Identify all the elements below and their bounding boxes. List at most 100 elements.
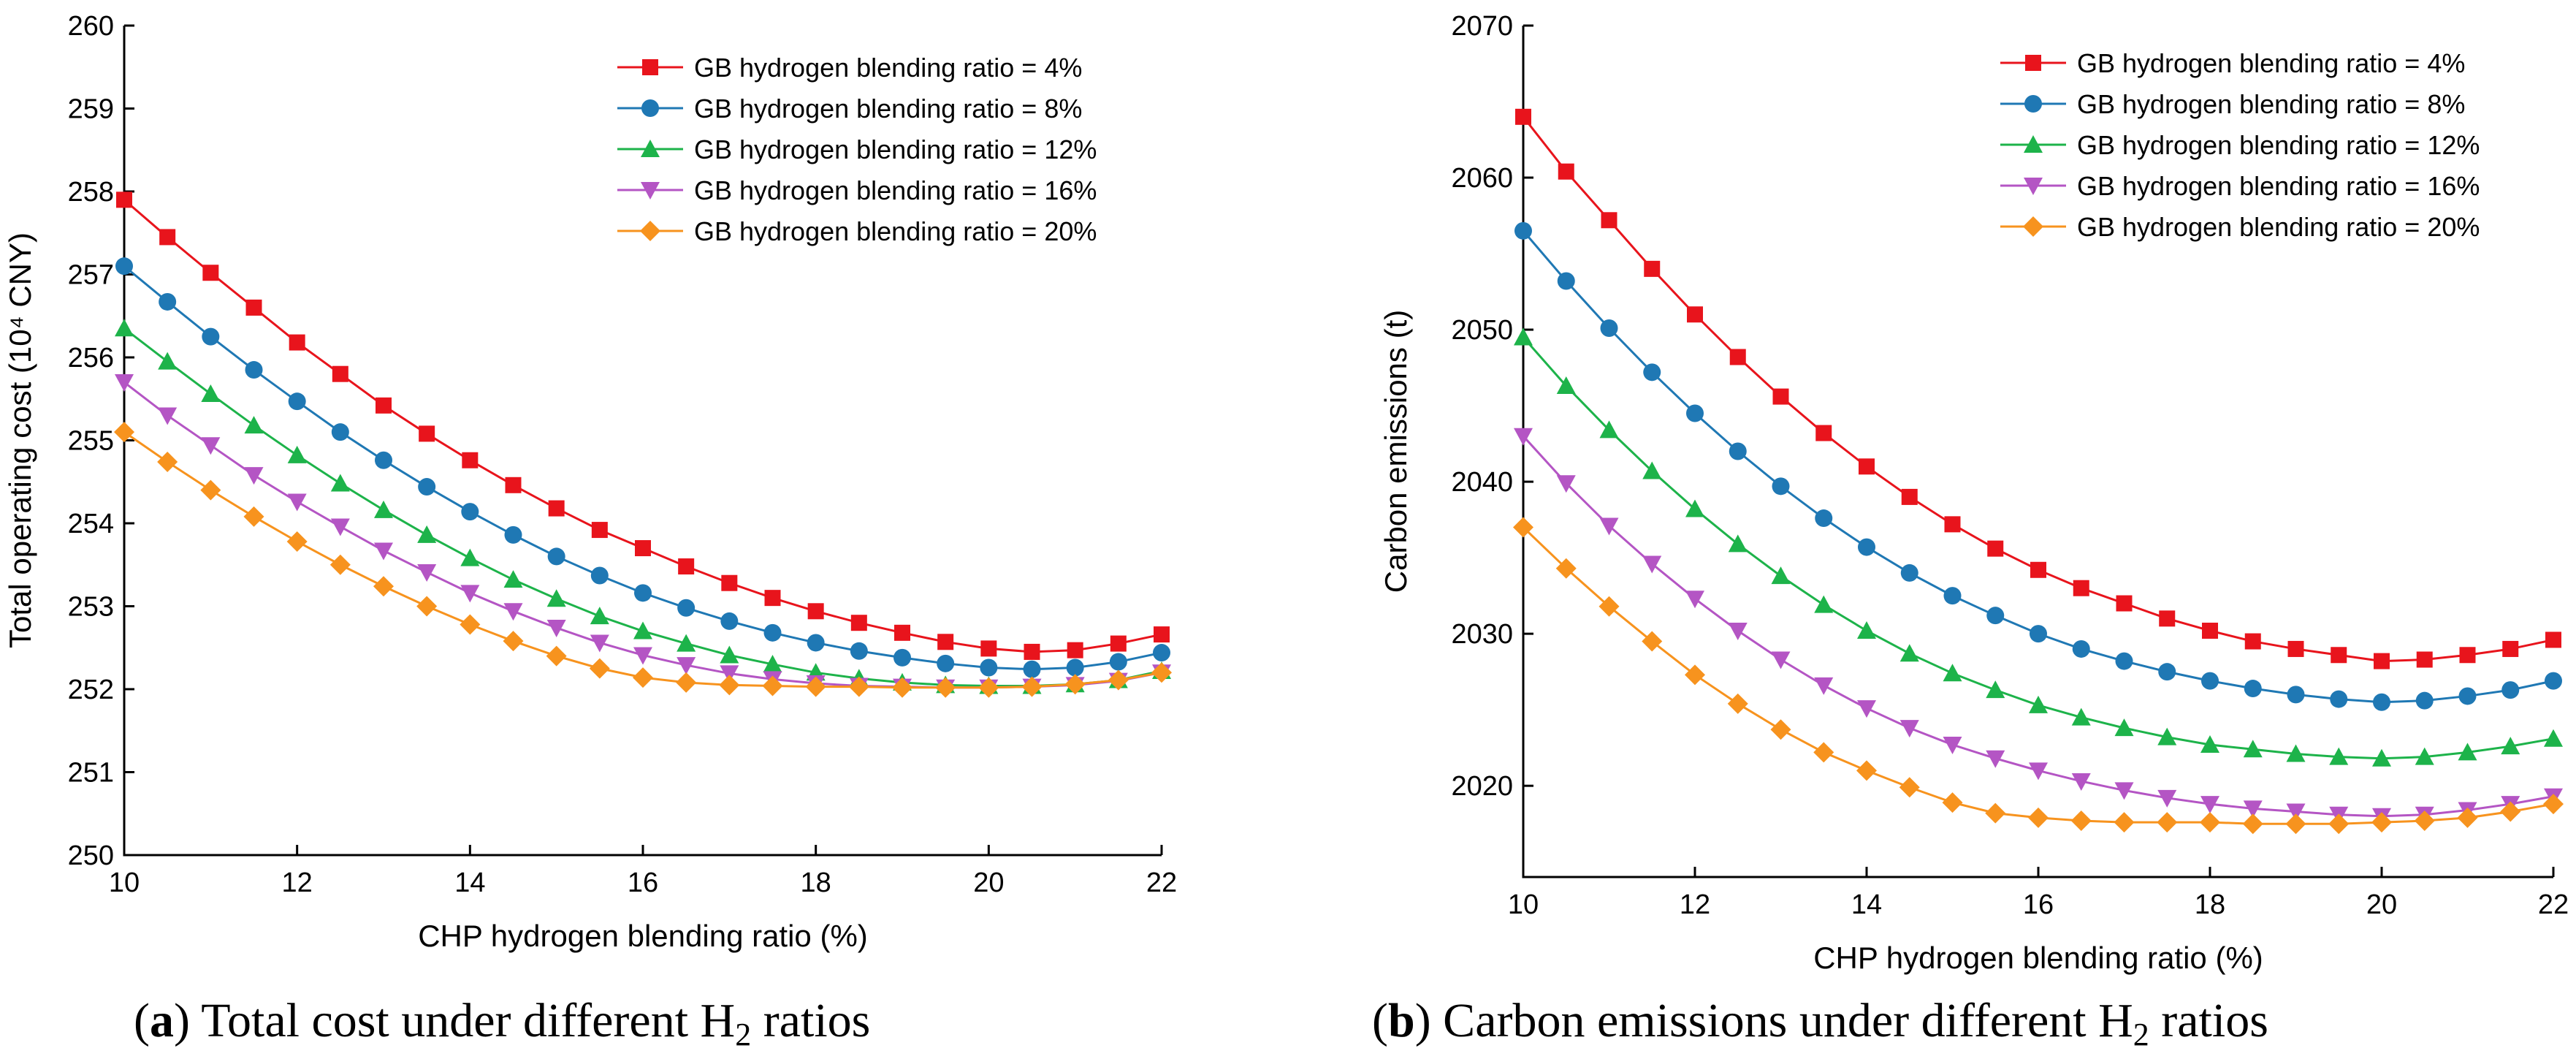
x-tick-label: 16 bbox=[2023, 889, 2054, 920]
data-point bbox=[2501, 681, 2520, 699]
data-point bbox=[2500, 801, 2521, 822]
data-point bbox=[1599, 420, 1619, 439]
data-point bbox=[289, 334, 305, 351]
legend-entry: GB hydrogen blending ratio = 16% bbox=[694, 175, 1097, 205]
legend-marker bbox=[2025, 55, 2041, 71]
legend-entry: GB hydrogen blending ratio = 20% bbox=[694, 216, 1097, 246]
data-point bbox=[1856, 760, 1877, 781]
data-point bbox=[2200, 812, 2220, 833]
data-point bbox=[2543, 794, 2564, 815]
data-point bbox=[159, 292, 177, 311]
data-point bbox=[287, 493, 307, 512]
data-point bbox=[2158, 663, 2176, 681]
x-axis-title: CHP hydrogen blending ratio (%) bbox=[418, 919, 868, 953]
data-point bbox=[1943, 737, 1962, 755]
data-point bbox=[1557, 272, 1575, 290]
data-point bbox=[1556, 376, 1576, 395]
data-point bbox=[286, 531, 308, 552]
data-point bbox=[2071, 773, 2091, 791]
data-point bbox=[376, 397, 392, 414]
data-point bbox=[2457, 807, 2478, 828]
data-point bbox=[1772, 477, 1790, 496]
data-point bbox=[547, 547, 565, 566]
data-point bbox=[2331, 647, 2347, 664]
data-point bbox=[2286, 744, 2306, 762]
data-point bbox=[1986, 680, 2005, 699]
series-5 bbox=[114, 422, 1172, 698]
data-point bbox=[1642, 631, 1663, 652]
data-point bbox=[678, 558, 695, 575]
data-point bbox=[2116, 595, 2133, 612]
data-point bbox=[1515, 108, 1531, 125]
y-tick-label: 2050 bbox=[1451, 315, 1513, 346]
data-point bbox=[2159, 610, 2176, 627]
series-line bbox=[123, 199, 1162, 653]
y-tick-label: 253 bbox=[68, 592, 114, 623]
data-point bbox=[1558, 163, 1574, 180]
data-point bbox=[1899, 777, 1920, 798]
data-point bbox=[2114, 782, 2134, 800]
data-point bbox=[460, 548, 480, 566]
data-point bbox=[1110, 635, 1127, 652]
data-point bbox=[157, 452, 178, 473]
data-point bbox=[1154, 626, 1170, 643]
data-point bbox=[2415, 691, 2434, 710]
data-point bbox=[805, 676, 826, 697]
x-tick-label: 10 bbox=[109, 868, 140, 898]
data-point bbox=[978, 677, 999, 698]
data-point bbox=[1685, 591, 1704, 609]
y-tick-label: 255 bbox=[68, 426, 114, 457]
data-point bbox=[461, 503, 479, 521]
data-point bbox=[1064, 674, 1086, 695]
data-point bbox=[2200, 796, 2219, 814]
panel-b-carbon-emissions: 10 12 14 16 18 20 22 2020 2030 2040 2050 2060 2070 CH… bbox=[1372, 11, 2569, 1052]
x-tick-label: 12 bbox=[1680, 889, 1710, 920]
data-point bbox=[590, 634, 609, 653]
data-point bbox=[201, 437, 221, 455]
data-point bbox=[373, 576, 394, 597]
legend-entry: GB hydrogen blending ratio = 8% bbox=[2077, 89, 2465, 119]
series-2 bbox=[1514, 221, 2562, 711]
data-point bbox=[331, 423, 349, 441]
x-tick-label: 18 bbox=[801, 868, 831, 898]
legend-marker bbox=[640, 221, 660, 241]
data-point bbox=[244, 467, 264, 485]
data-point bbox=[1686, 404, 1704, 422]
data-point bbox=[2028, 807, 2049, 828]
data-point bbox=[1685, 499, 1704, 517]
data-point bbox=[677, 599, 696, 617]
data-point bbox=[2114, 718, 2134, 737]
data-point bbox=[1599, 517, 1619, 536]
data-point bbox=[245, 299, 262, 316]
data-point bbox=[1985, 802, 2006, 824]
data-point bbox=[1643, 363, 1661, 382]
data-point bbox=[2330, 690, 2348, 708]
data-point bbox=[546, 620, 566, 638]
legend: GB hydrogen blending ratio = 4% GB hydrog… bbox=[2000, 48, 2480, 242]
data-point bbox=[591, 522, 608, 539]
data-point bbox=[2070, 811, 2092, 832]
data-point bbox=[1943, 664, 1962, 682]
data-point bbox=[2201, 672, 2219, 690]
data-point bbox=[330, 518, 350, 536]
data-point bbox=[288, 392, 306, 411]
data-point bbox=[1857, 700, 1876, 718]
data-point bbox=[1814, 595, 1834, 613]
data-point bbox=[201, 384, 221, 402]
data-point bbox=[1944, 516, 1961, 533]
data-point bbox=[2501, 737, 2520, 755]
data-point bbox=[2114, 812, 2135, 833]
y-tick-label: 251 bbox=[68, 758, 114, 789]
data-point bbox=[245, 361, 263, 379]
data-point bbox=[1600, 319, 1618, 337]
data-point bbox=[763, 654, 782, 672]
data-point bbox=[2414, 811, 2435, 832]
data-point bbox=[116, 191, 132, 208]
legend-marker bbox=[642, 59, 658, 75]
legend-entry: GB hydrogen blending ratio = 4% bbox=[2077, 48, 2465, 78]
data-point bbox=[762, 675, 783, 696]
series-1 bbox=[1515, 108, 2561, 669]
data-point bbox=[2415, 747, 2434, 765]
data-point bbox=[2202, 622, 2218, 639]
legend-marker bbox=[641, 182, 660, 200]
